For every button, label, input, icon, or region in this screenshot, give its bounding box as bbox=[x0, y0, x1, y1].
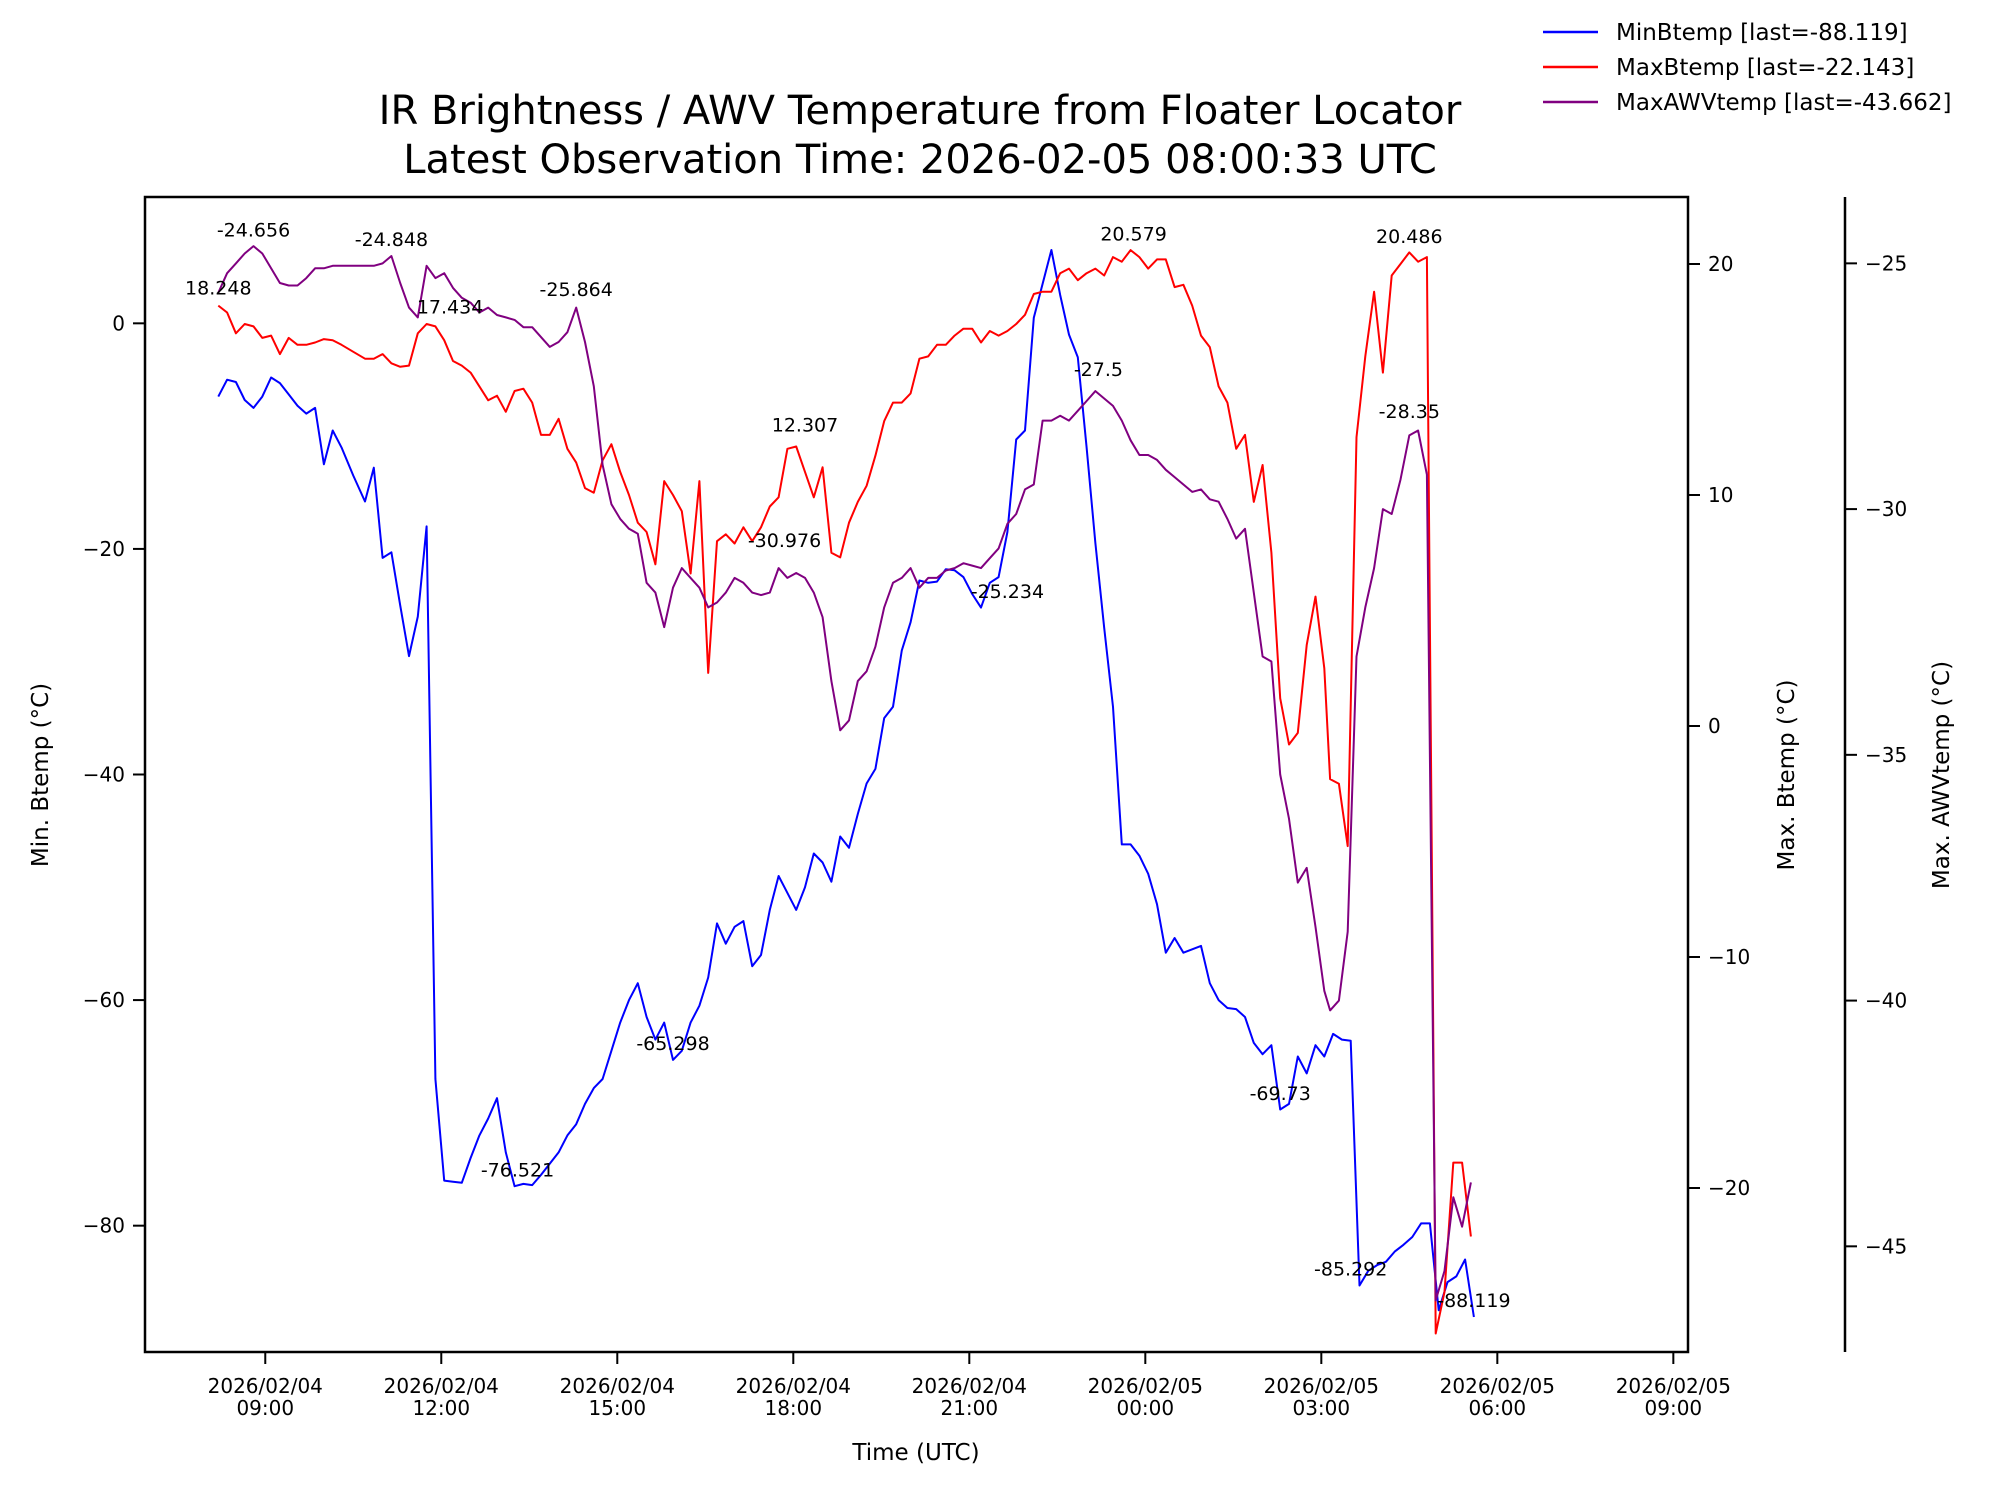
y-tick-label: −20 bbox=[1708, 1176, 1750, 1200]
y-tick-label: 10 bbox=[1708, 483, 1733, 507]
x-tick-label-time: 21:00 bbox=[940, 1396, 998, 1420]
y-tick-label: −25 bbox=[1865, 251, 1907, 275]
legend-label-minbtemp: MinBtemp [last=-88.119] bbox=[1616, 20, 1908, 46]
data-label: -30.976 bbox=[748, 530, 821, 552]
x-tick-label-time: 06:00 bbox=[1469, 1396, 1527, 1420]
y-tick-label: −20 bbox=[83, 537, 125, 561]
data-label: -69.73 bbox=[1250, 1083, 1311, 1105]
y-axis-min-btemp: 0 −20 −40 −60 −80 bbox=[83, 311, 145, 1238]
y-tick-label: −60 bbox=[83, 988, 125, 1012]
x-tick-label-date: 2026/02/04 bbox=[736, 1374, 851, 1398]
data-label: -24.848 bbox=[355, 229, 428, 251]
y-tick-label: −80 bbox=[83, 1214, 125, 1238]
chart-title-line-1: IR Brightness / AWV Temperature from Flo… bbox=[379, 88, 1462, 134]
y-axis-max-awvtemp: −25 −30 −35 −40 −45 bbox=[1843, 197, 1907, 1352]
series-line-maxbtemp bbox=[217, 249, 1472, 1335]
x-tick-label-date: 2026/02/05 bbox=[1088, 1374, 1203, 1398]
legend-label-maxbtemp: MaxBtemp [last=-22.143] bbox=[1616, 55, 1914, 81]
x-tick-label-time: 09:00 bbox=[1645, 1396, 1703, 1420]
x-axis: 2026/02/0409:002026/02/0412:002026/02/04… bbox=[208, 1352, 1731, 1420]
y-tick-label: −40 bbox=[1865, 989, 1907, 1013]
x-tick-label-time: 09:00 bbox=[236, 1396, 294, 1420]
data-label: 18.248 bbox=[185, 278, 251, 300]
x-tick-label-time: 03:00 bbox=[1292, 1396, 1350, 1420]
x-tick-label-date: 2026/02/05 bbox=[1264, 1374, 1379, 1398]
legend-label-maxawvtemp: MaxAWVtemp [last=-43.662] bbox=[1616, 90, 1951, 116]
data-label: -76.521 bbox=[481, 1159, 554, 1181]
x-tick-label-time: 18:00 bbox=[764, 1396, 822, 1420]
y-tick-label: −40 bbox=[83, 763, 125, 787]
y-axis-label-min-btemp: Min. Btemp (°C) bbox=[28, 683, 54, 867]
y-axis-label-max-awvtemp: Max. AWVtemp (°C) bbox=[1929, 661, 1955, 889]
data-label: -25.234 bbox=[971, 581, 1044, 603]
y-tick-label: −45 bbox=[1865, 1234, 1907, 1258]
data-label: 20.486 bbox=[1376, 226, 1442, 248]
y-tick-label: −10 bbox=[1708, 945, 1750, 969]
data-label: -27.5 bbox=[1074, 359, 1123, 381]
data-label: -65.298 bbox=[636, 1033, 709, 1055]
y-tick-label: 0 bbox=[1708, 714, 1721, 738]
y-tick-label: −30 bbox=[1865, 497, 1907, 521]
x-tick-label-time: 12:00 bbox=[412, 1396, 470, 1420]
series-line-minbtemp bbox=[217, 249, 1475, 1318]
x-tick-label-time: 15:00 bbox=[588, 1396, 646, 1420]
series-line-maxawvtemp bbox=[217, 245, 1472, 1302]
chart-title-line-2: Latest Observation Time: 2026-02-05 08:0… bbox=[403, 137, 1437, 183]
data-label: 12.307 bbox=[772, 415, 838, 437]
legend: MinBtemp [last=-88.119] MaxBtemp [last=-2… bbox=[1543, 20, 1951, 116]
x-tick-label-date: 2026/02/05 bbox=[1440, 1374, 1555, 1398]
x-tick-label-date: 2026/02/04 bbox=[912, 1374, 1027, 1398]
data-label: -88.119 bbox=[1437, 1290, 1510, 1312]
data-label: -28.35 bbox=[1379, 401, 1440, 423]
data-label: 20.579 bbox=[1100, 224, 1166, 246]
y-tick-label: −35 bbox=[1865, 743, 1907, 767]
x-axis-label: Time (UTC) bbox=[851, 1440, 979, 1466]
annotations: 18.248 -24.656 17.434 -24.848 -25.864 12.307 -… bbox=[185, 219, 1511, 1312]
data-label: -85.292 bbox=[1314, 1258, 1387, 1280]
x-tick-label-date: 2026/02/05 bbox=[1616, 1374, 1731, 1398]
x-tick-label-date: 2026/02/04 bbox=[384, 1374, 499, 1398]
y-tick-label: 0 bbox=[112, 311, 125, 335]
x-tick-label-date: 2026/02/04 bbox=[208, 1374, 323, 1398]
y-axis-max-btemp: 20 10 0 −10 −20 bbox=[1688, 252, 1750, 1200]
y-tick-label: 20 bbox=[1708, 252, 1733, 276]
plot-lines bbox=[217, 245, 1475, 1335]
data-label: -25.864 bbox=[540, 279, 613, 301]
x-tick-label-date: 2026/02/04 bbox=[560, 1374, 675, 1398]
y-axis-label-max-btemp: Max. Btemp (°C) bbox=[1774, 680, 1800, 871]
data-label: 17.434 bbox=[417, 296, 483, 318]
data-label: -24.656 bbox=[217, 219, 290, 241]
x-tick-label-time: 00:00 bbox=[1116, 1396, 1174, 1420]
